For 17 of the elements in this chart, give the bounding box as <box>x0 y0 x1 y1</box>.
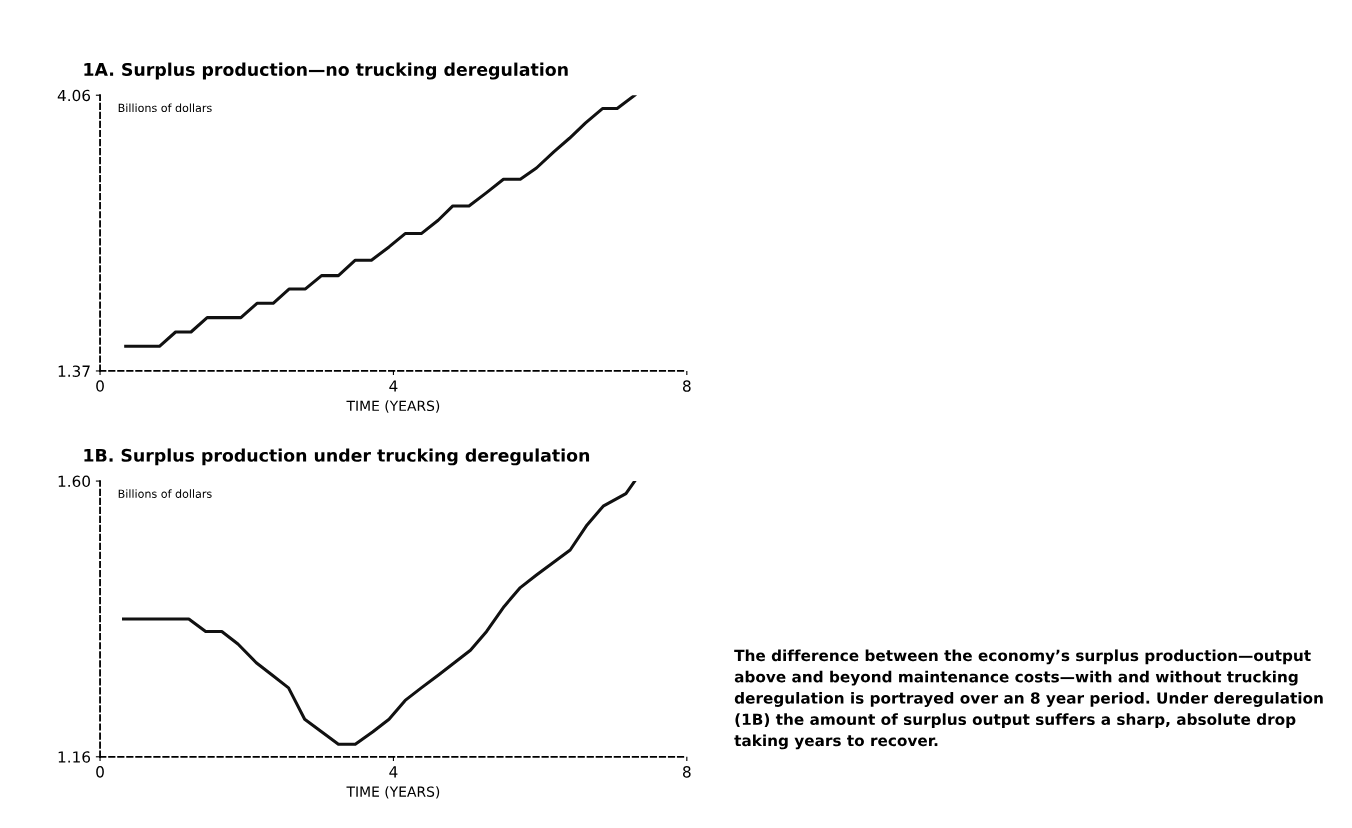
x-tick-label: 8 <box>682 766 691 778</box>
text: The difference between the economy’s surplus production—output above and beyond maintenance costs—with and without trucking deregulation is portrayed over an 8 year period. Under deregulation (1B) the amount of surplus output suffers a sharp, absolute drop taking years to recover. <box>734 649 1323 750</box>
y-tick-label: 1.16 <box>58 751 91 763</box>
x-tick-label: 4 <box>389 766 398 778</box>
y-axis-title: Billions of dollars <box>118 103 212 113</box>
x-axis-title: TIME (YEARS) <box>346 400 440 413</box>
y-tick-label: 1.60 <box>58 475 91 488</box>
y-tick-label: 4.06 <box>57 89 91 102</box>
x-tick-label: 0 <box>96 766 104 778</box>
y-axis-title: Billions of dollars <box>118 489 212 498</box>
chart-title: 1B. Surplus production under trucking deregulation <box>84 448 590 466</box>
x-tick-label: 4 <box>389 380 398 392</box>
x-tick-label: 0 <box>96 380 104 392</box>
x-axis-title: TIME (YEARS) <box>346 786 440 799</box>
y-tick-label: 1.37 <box>58 365 90 377</box>
chart-title: 1A. Surplus production—no trucking deregulation <box>84 62 568 80</box>
x-tick-label: 8 <box>682 380 691 392</box>
